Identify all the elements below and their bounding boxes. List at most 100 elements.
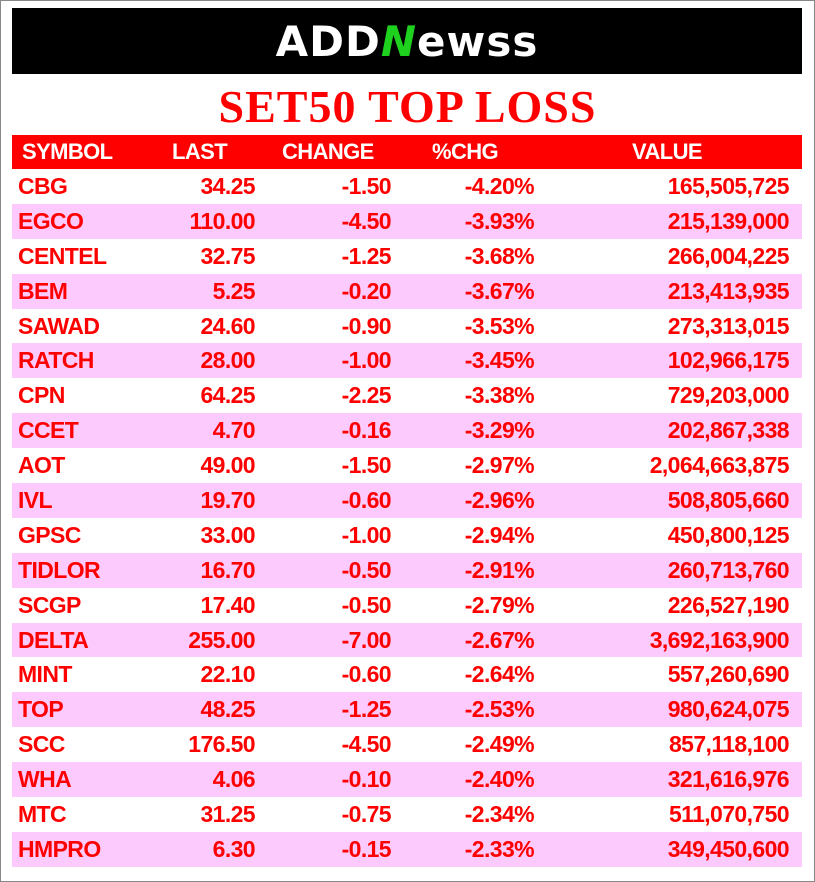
value-cell: 450,800,125 xyxy=(667,521,790,548)
last-cell: 32.75 xyxy=(200,242,255,269)
change-cell: -1.00 xyxy=(341,347,392,374)
value-cell: 102,966,175 xyxy=(667,347,790,374)
value-cell: 266,004,225 xyxy=(667,242,790,269)
pct-change-cell: -2.94% xyxy=(464,521,535,548)
pct-change-cell: -2.33% xyxy=(464,835,535,862)
table-row: TOP 48.25 -1.25 -2.53% 980,624,075 xyxy=(12,692,802,728)
change-cell: -0.60 xyxy=(341,487,392,514)
change-cell: -0.50 xyxy=(341,556,392,583)
value-cell: 729,203,000 xyxy=(667,382,790,409)
pct-change-cell: -2.49% xyxy=(464,731,535,758)
last-cell: 19.70 xyxy=(200,487,255,514)
header-change: CHANGE xyxy=(282,139,374,164)
table-row: EGCO 110.00 -4.50 -3.93% 215,139,000 xyxy=(12,203,802,239)
table-row: TIDLOR 16.70 -0.50 -2.91% 260,713,760 xyxy=(12,552,802,588)
value-cell: 215,139,000 xyxy=(667,207,790,234)
pct-change-cell: -2.40% xyxy=(464,766,535,793)
table-row: CBG 34.25 -1.50 -4.20% 165,505,725 xyxy=(12,169,802,204)
pct-change-cell: -2.91% xyxy=(464,556,535,583)
change-cell: -0.10 xyxy=(341,766,392,793)
table-row: BEM 5.25 -0.20 -3.67% 213,413,935 xyxy=(12,273,802,309)
pct-change-cell: -2.53% xyxy=(464,696,535,723)
pct-change-cell: -3.93% xyxy=(464,207,535,234)
symbol-cell: IVL xyxy=(18,487,53,514)
change-cell: -1.50 xyxy=(341,173,392,199)
change-cell: -4.50 xyxy=(341,731,392,758)
pct-change-cell: -4.20% xyxy=(464,173,535,199)
last-cell: 24.60 xyxy=(200,312,255,339)
value-cell: 202,867,338 xyxy=(667,417,790,444)
last-cell: 255.00 xyxy=(188,626,255,653)
table-row: RATCH 28.00 -1.00 -3.45% 102,966,175 xyxy=(12,343,802,379)
last-cell: 22.10 xyxy=(200,661,255,688)
value-cell: 273,313,015 xyxy=(667,312,790,339)
logo-text-add: ADD xyxy=(275,16,381,66)
symbol-cell: CENTEL xyxy=(18,242,107,269)
pct-change-cell: -2.97% xyxy=(464,452,535,479)
value-cell: 226,527,190 xyxy=(667,591,790,618)
value-cell: 321,616,976 xyxy=(667,766,790,793)
page-title: SET50 TOP LOSS xyxy=(218,81,597,132)
symbol-cell: AOT xyxy=(18,452,65,479)
change-cell: -1.00 xyxy=(341,521,392,548)
symbol-cell: TIDLOR xyxy=(18,556,101,583)
table-row: SAWAD 24.60 -0.90 -3.53% 273,313,015 xyxy=(12,309,802,344)
pct-change-cell: -2.34% xyxy=(464,801,535,828)
table-row: SCC 176.50 -4.50 -2.49% 857,118,100 xyxy=(12,727,802,762)
symbol-cell: DELTA xyxy=(18,626,89,653)
value-cell: 260,713,760 xyxy=(667,556,790,583)
value-cell: 349,450,600 xyxy=(667,835,790,862)
symbol-cell: HMPRO xyxy=(18,835,101,862)
symbol-cell: SCC xyxy=(18,731,65,758)
table-row: IVL 19.70 -0.60 -2.96% 508,805,660 xyxy=(12,483,802,518)
last-cell: 16.70 xyxy=(200,556,255,583)
pct-change-cell: -2.96% xyxy=(464,487,535,514)
logo-text-n: N xyxy=(380,16,418,66)
symbol-cell: RATCH xyxy=(18,347,94,374)
symbol-cell: EGCO xyxy=(18,207,84,234)
table-header: SYMBOL LAST CHANGE %CHG VALUE xyxy=(12,135,802,169)
symbol-cell: CBG xyxy=(18,173,68,199)
symbol-cell: GPSC xyxy=(18,521,81,548)
value-cell: 508,805,660 xyxy=(667,487,790,514)
symbol-cell: TOP xyxy=(18,696,64,723)
symbol-cell: BEM xyxy=(18,277,68,304)
change-cell: -1.25 xyxy=(341,242,392,269)
last-cell: 31.25 xyxy=(200,801,255,828)
last-cell: 28.00 xyxy=(200,347,255,374)
symbol-cell: WHA xyxy=(18,766,72,793)
pct-change-cell: -3.38% xyxy=(464,382,535,409)
pct-change-cell: -2.79% xyxy=(464,591,535,618)
last-cell: 49.00 xyxy=(200,452,255,479)
change-cell: -0.20 xyxy=(341,277,392,304)
change-cell: -4.50 xyxy=(341,207,392,234)
last-cell: 64.25 xyxy=(200,382,255,409)
pct-change-cell: -3.67% xyxy=(464,277,535,304)
last-cell: 110.00 xyxy=(189,207,256,234)
header-pct-change: %CHG xyxy=(432,139,499,164)
pct-change-cell: -3.45% xyxy=(464,347,535,374)
table-row: WHA 4.06 -0.10 -2.40% 321,616,976 xyxy=(12,762,802,798)
symbol-cell: MTC xyxy=(18,801,67,828)
change-cell: -0.50 xyxy=(341,591,392,618)
last-cell: 5.25 xyxy=(212,277,256,304)
value-cell: 3,692,163,900 xyxy=(649,626,790,653)
table-row: AOT 49.00 -1.50 -2.97% 2,064,663,875 xyxy=(12,448,802,483)
pct-change-cell: -3.53% xyxy=(464,312,535,339)
pct-change-cell: -2.67% xyxy=(464,626,535,653)
last-cell: 4.06 xyxy=(212,766,256,793)
symbol-cell: SAWAD xyxy=(18,312,100,339)
pct-change-cell: -2.64% xyxy=(464,661,535,688)
symbol-cell: MINT xyxy=(18,661,72,688)
table-row: MTC 31.25 -0.75 -2.34% 511,070,750 xyxy=(12,797,802,832)
table-row: CPN 64.25 -2.25 -3.38% 729,203,000 xyxy=(12,378,802,413)
last-cell: 4.70 xyxy=(212,417,256,444)
header-last: LAST xyxy=(172,139,228,164)
last-cell: 48.25 xyxy=(200,696,255,723)
pct-change-cell: -3.29% xyxy=(464,417,535,444)
pct-change-cell: -3.68% xyxy=(464,242,535,269)
value-cell: 2,064,663,875 xyxy=(649,452,790,479)
last-cell: 6.30 xyxy=(212,835,256,862)
